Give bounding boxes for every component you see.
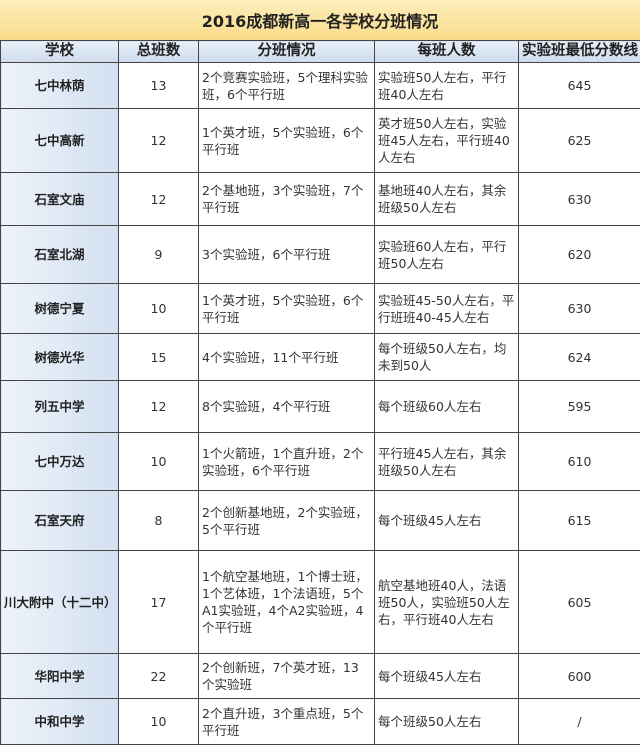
- school-cell: 树德宁夏: [1, 284, 119, 334]
- size-cell: 航空基地班40人，法语班50人，实验班50人左右，平行班40人左右: [375, 551, 519, 654]
- total-cell: 15: [119, 334, 199, 381]
- division-cell: 2个基地班，3个实验班，7个平行班: [199, 173, 375, 226]
- division-cell: 3个实验班，6个平行班: [199, 226, 375, 284]
- total-cell: 22: [119, 654, 199, 699]
- division-cell: 4个实验班，11个平行班: [199, 334, 375, 381]
- size-cell: 实验班60人左右，平行班50人左右: [375, 226, 519, 284]
- min-score-cell: 645: [519, 63, 640, 109]
- school-cell: 华阳中学: [1, 654, 119, 699]
- school-cell: 树德光华: [1, 334, 119, 381]
- header-size: 每班人数: [375, 41, 519, 63]
- header-row: 学校 总班数 分班情况 每班人数 实验班最低分数线: [1, 41, 640, 63]
- total-cell: 10: [119, 433, 199, 491]
- size-cell: 实验班45-50人左右，平行班班40-45人左右: [375, 284, 519, 334]
- total-cell: 13: [119, 63, 199, 109]
- header-total: 总班数: [119, 41, 199, 63]
- header-school: 学校: [1, 41, 119, 63]
- size-cell: 每个班级60人左右: [375, 381, 519, 433]
- header-division: 分班情况: [199, 41, 375, 63]
- total-cell: 9: [119, 226, 199, 284]
- min-score-cell: 605: [519, 551, 640, 654]
- size-cell: 英才班50人左右，实验班45人左右，平行班40人左右: [375, 109, 519, 173]
- total-cell: 12: [119, 109, 199, 173]
- min-score-cell: 600: [519, 654, 640, 699]
- division-cell: 2个直升班，3个重点班，5个平行班: [199, 699, 375, 745]
- division-cell: 1个英才班，5个实验班，6个平行班: [199, 284, 375, 334]
- min-score-cell: 610: [519, 433, 640, 491]
- division-cell: 1个火箭班，1个直升班，2个实验班，6个平行班: [199, 433, 375, 491]
- min-score-cell: 630: [519, 284, 640, 334]
- school-cell: 石室文庙: [1, 173, 119, 226]
- division-cell: 2个竞赛实验班，5个理科实验班，6个平行班: [199, 63, 375, 109]
- total-cell: 10: [119, 284, 199, 334]
- min-score-cell: /: [519, 699, 640, 745]
- school-cell: 七中林荫: [1, 63, 119, 109]
- size-cell: 每个班级45人左右: [375, 491, 519, 551]
- size-cell: 每个班级50人左右: [375, 699, 519, 745]
- school-cell: 中和中学: [1, 699, 119, 745]
- division-cell: 8个实验班，4个平行班: [199, 381, 375, 433]
- school-cell: 七中高新: [1, 109, 119, 173]
- size-cell: 实验班50人左右，平行班40人左右: [375, 63, 519, 109]
- total-cell: 8: [119, 491, 199, 551]
- size-cell: 每个班级50人左右，均未到50人: [375, 334, 519, 381]
- total-cell: 12: [119, 381, 199, 433]
- size-cell: 每个班级45人左右: [375, 654, 519, 699]
- total-cell: 10: [119, 699, 199, 745]
- division-cell: 2个创新班，7个英才班，13个实验班: [199, 654, 375, 699]
- school-cell: 石室北湖: [1, 226, 119, 284]
- division-cell: 1个英才班，5个实验班，6个平行班: [199, 109, 375, 173]
- division-cell: 1个航空基地班，1个博士班，1个艺体班，1个法语班，5个A1实验班，4个A2实验…: [199, 551, 375, 654]
- table-title: 2016成都新高一各学校分班情况: [0, 0, 640, 40]
- min-score-cell: 630: [519, 173, 640, 226]
- division-cell: 2个创新基地班，2个实验班，5个平行班: [199, 491, 375, 551]
- school-cell: 川大附中（十二中）: [1, 551, 119, 654]
- school-cell: 七中万达: [1, 433, 119, 491]
- min-score-cell: 624: [519, 334, 640, 381]
- school-cell: 列五中学: [1, 381, 119, 433]
- size-cell: 平行班45人左右，其余班级50人左右: [375, 433, 519, 491]
- min-score-cell: 625: [519, 109, 640, 173]
- min-score-cell: 620: [519, 226, 640, 284]
- total-cell: 17: [119, 551, 199, 654]
- school-cell: 石室天府: [1, 491, 119, 551]
- size-cell: 基地班40人左右，其余班级50人左右: [375, 173, 519, 226]
- min-score-cell: 615: [519, 491, 640, 551]
- total-cell: 12: [119, 173, 199, 226]
- min-score-cell: 595: [519, 381, 640, 433]
- header-min-score: 实验班最低分数线: [519, 41, 640, 63]
